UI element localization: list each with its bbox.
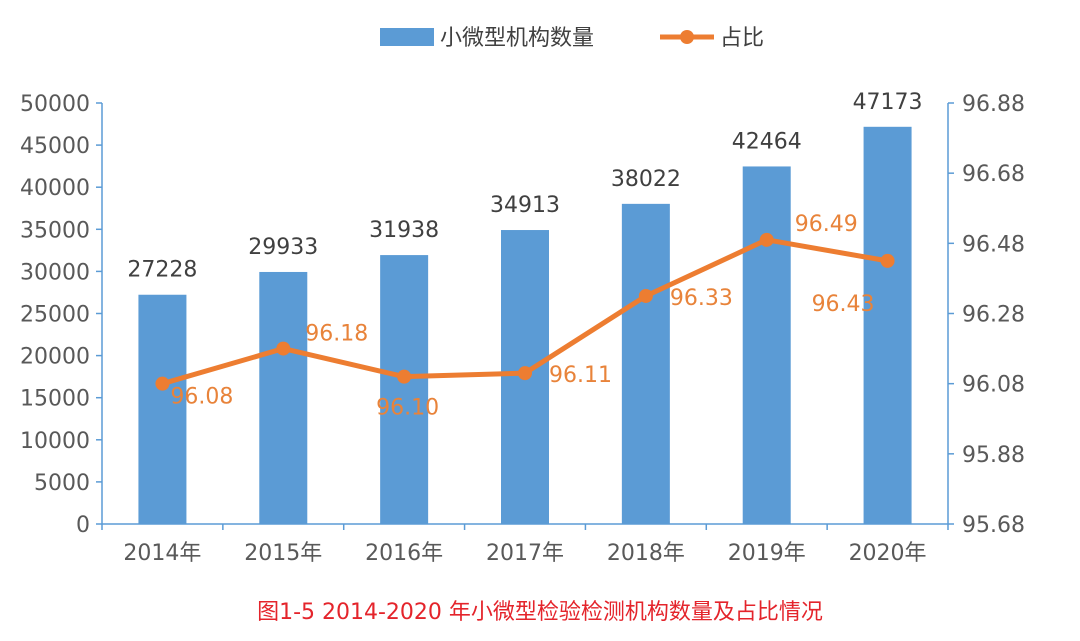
- line-value-label: 96.49: [795, 212, 858, 237]
- right-tick-label: 95.88: [962, 443, 1025, 468]
- left-tick-label: 5000: [34, 471, 90, 496]
- bar-value-label: 34913: [490, 193, 560, 218]
- bar: [863, 126, 912, 524]
- bar-data-labels: 27228 29933 31938 34913 38022 42464 47173: [127, 90, 922, 283]
- left-tick-label: 25000: [20, 303, 90, 328]
- line-point: [397, 369, 412, 384]
- left-tick-label: 45000: [20, 134, 90, 159]
- figure-caption: 图1-5 2014-2020 年小微型检验检测机构数量及占比情况: [257, 600, 823, 625]
- bar: [138, 294, 187, 524]
- line-point: [518, 366, 532, 381]
- line-value-label: 96.18: [305, 322, 368, 347]
- line-series: [155, 232, 895, 391]
- left-tick-label: 40000: [20, 176, 90, 201]
- left-tick-label: 50000: [20, 92, 90, 117]
- bar-value-label: 31938: [369, 218, 439, 243]
- bar-value-label: 27228: [127, 258, 197, 283]
- x-tick-label: 2020年: [849, 541, 927, 566]
- legend-bar-label: 小微型机构数量: [440, 26, 594, 51]
- right-tick-label: 96.08: [962, 373, 1025, 398]
- x-axis-ticks: 2014年 2015年 2016年 2017年 2018年 2019年 2020年: [101, 524, 949, 566]
- bar-value-label: 42464: [732, 129, 802, 154]
- left-tick-label: 10000: [20, 429, 90, 454]
- line-value-label: 96.33: [670, 286, 733, 311]
- legend-line-label: 占比: [720, 26, 764, 51]
- line-point: [638, 288, 653, 303]
- left-tick-label: 20000: [20, 345, 90, 370]
- right-axis-ticks: 95.68 95.88 96.08 96.28 96.48 96.68 96.88: [948, 92, 1025, 538]
- right-tick-label: 96.28: [962, 303, 1025, 328]
- line-value-label: 96.08: [170, 385, 233, 410]
- line-point: [880, 253, 895, 268]
- x-tick-label: 2019年: [728, 541, 806, 566]
- right-tick-label: 96.88: [962, 92, 1025, 117]
- legend-bar-swatch: [380, 28, 434, 46]
- left-axis-ticks: 0 5000 10000 15000 20000 25000 30000 35000 40000…: [20, 92, 102, 538]
- line-point: [155, 376, 170, 391]
- left-tick-label: 0: [76, 513, 90, 538]
- legend: 小微型机构数量 占比: [380, 26, 764, 51]
- line-data-labels: 96.08 96.18 96.10 96.11 96.33 96.49 96.43: [170, 212, 874, 421]
- bar: [621, 203, 670, 524]
- right-tick-label: 96.48: [962, 232, 1025, 257]
- bar-value-label: 38022: [611, 167, 681, 192]
- line-point: [276, 341, 291, 356]
- left-tick-label: 15000: [20, 387, 90, 412]
- right-tick-label: 95.68: [962, 513, 1025, 538]
- left-tick-label: 35000: [20, 218, 90, 243]
- bar: [742, 166, 791, 524]
- combo-chart: 小微型机构数量 占比 0 5000 10000 15000 20000 25000 3000…: [20, 26, 1025, 566]
- bar-series: [138, 126, 912, 525]
- x-tick-label: 2018年: [607, 541, 685, 566]
- bar-value-label: 47173: [853, 90, 923, 115]
- line-value-label: 96.10: [376, 396, 439, 421]
- left-tick-label: 30000: [20, 260, 90, 285]
- right-tick-label: 96.68: [962, 162, 1025, 187]
- bar: [259, 271, 308, 524]
- legend-line-marker: [680, 30, 694, 44]
- x-tick-label: 2014年: [123, 541, 201, 566]
- bar: [380, 255, 429, 525]
- bar-value-label: 29933: [248, 235, 318, 260]
- line-value-label: 96.43: [812, 292, 875, 317]
- line-value-label: 96.11: [549, 363, 612, 388]
- line-point: [759, 232, 774, 247]
- x-tick-label: 2017年: [486, 541, 564, 566]
- x-tick-label: 2015年: [244, 541, 322, 566]
- x-tick-label: 2016年: [365, 541, 443, 566]
